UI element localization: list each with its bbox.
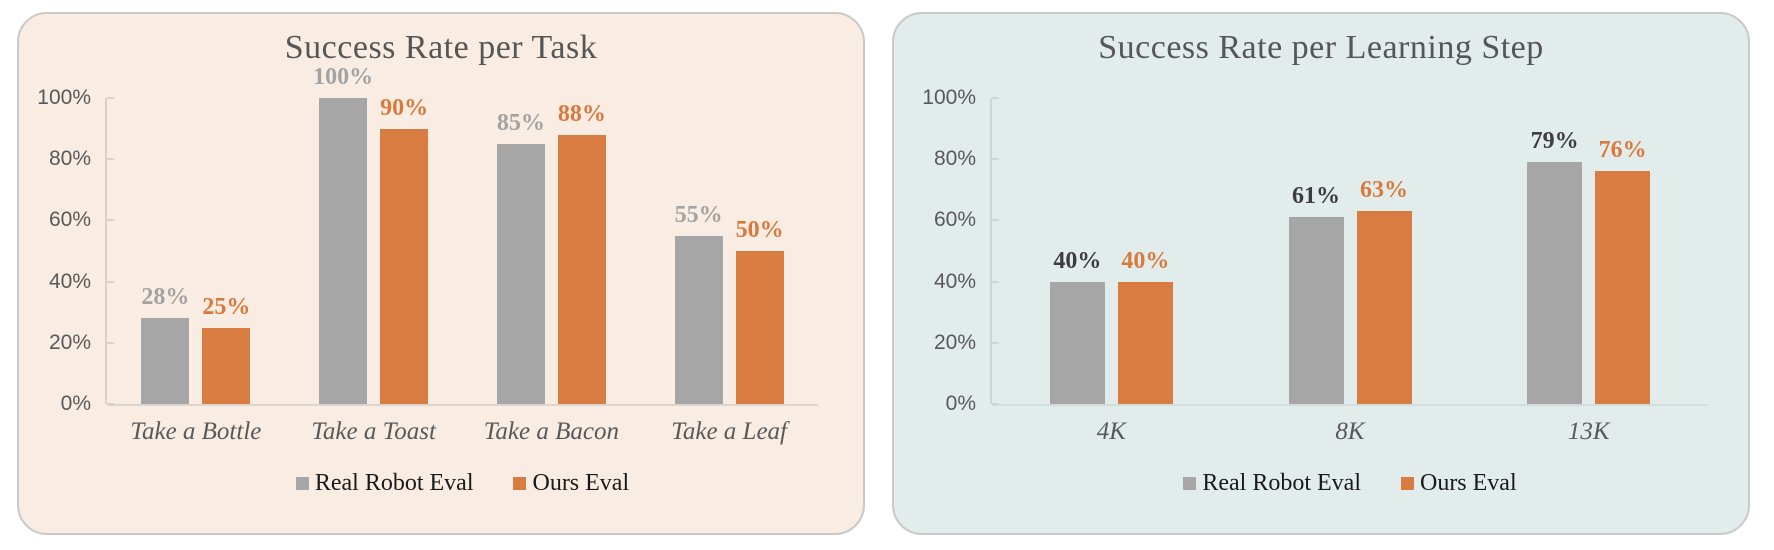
legend-item: Real Robot Eval [295,470,474,497]
category-label: 13K [1567,418,1610,445]
legend: Real Robot Eval Ours Eval [992,470,1708,497]
legend-label: Ours Eval [532,470,630,496]
plot-region: 40% 40% 61% 63% 79% 76% [990,97,1708,406]
y-tick-label: 80% [48,147,91,171]
category-axis: Take a Bottle Take a Toast Take a Bacon Tak… [107,418,818,446]
category-label: Take a Bacon [483,418,619,445]
bar-group: 55% 50% [640,98,818,404]
bar-value-label: 50% [735,217,784,243]
panel-success-rate-per-task: Success Rate per Task 0% 20% 40% 60% 80% 100%… [17,12,865,535]
chart-plot-area: 0% 20% 40% 60% 80% 100% 28% 25% 100% 90% 85% 88% 55%… [19,64,863,415]
bar-group: 79% 76% [1469,98,1708,404]
bar-value-label: 90% [380,94,429,121]
y-axis: 0% 20% 40% 60% 80% 100% [19,86,105,415]
y-tick-mark [107,219,114,222]
legend-item: Ours Eval [1400,470,1517,497]
y-tick-mark [992,403,999,405]
category-label: 4K [1096,418,1126,445]
category-axis: 4K 8K 13K [992,418,1708,446]
legend: Real Robot Eval Ours Eval [107,470,818,497]
bar-value-label: 88% [557,100,606,127]
legend-item: Real Robot Eval [1183,470,1361,497]
bar-value-label: 40% [1053,247,1102,274]
legend-swatch [295,477,309,490]
chart-plot-area: 0% 20% 40% 60% 80% 100% 40% 40% 61% 63% 79% 76% [894,86,1748,415]
bar: 100% [313,64,373,404]
y-tick-label: 20% [933,330,976,354]
bar-value-label: 55% [674,201,723,228]
y-axis: 0% 20% 40% 60% 80% 100% [894,86,990,415]
y-tick-mark [107,403,114,405]
bar: 85% [496,110,545,404]
legend-label: Real Robot Eval [314,470,474,496]
y-tick-label: 40% [48,269,91,293]
legend-swatch [1400,477,1414,490]
bar: 40% [1117,248,1173,404]
y-tick-label: 40% [933,269,976,293]
bar-value-label: 25% [202,293,251,320]
y-tick-mark [107,280,114,283]
bar-group: 28% 25% [107,98,285,404]
bar-value-label: 85% [496,109,545,136]
y-tick-label: 0% [60,392,91,415]
plot-region: 28% 25% 100% 90% 85% 88% 55% 50% [105,64,818,406]
bar-group: 100% 90% [285,64,463,404]
y-tick-label: 100% [37,86,91,109]
legend-swatch [513,477,527,490]
legend-item: Ours Eval [513,470,629,497]
bar: 76% [1595,137,1651,404]
chart-title: Success Rate per Task [284,29,598,66]
bar-value-label: 79% [1530,128,1579,155]
bar-chart-per-learning-step: 0% 20% 40% 60% 80% 100% 40% 40% 61% 63% 79% 76% 4K 8K… [894,86,1748,497]
axis-baseline [107,404,818,406]
bar-chart-per-task: 0% 20% 40% 60% 80% 100% 28% 25% 100% 90% 85% 88% 55%… [19,64,863,497]
y-tick-mark [107,158,114,161]
bar: 88% [557,101,606,404]
y-tick-mark [992,219,999,222]
bar: 25% [202,294,251,404]
y-tick-label: 100% [922,86,976,109]
y-tick-label: 0% [945,392,976,415]
y-tick-mark [992,97,999,99]
bar: 79% [1527,128,1583,404]
bar-value-label: 76% [1598,137,1647,164]
bar-value-label: 40% [1121,247,1170,274]
bar: 61% [1288,183,1344,404]
bar-group: 61% 63% [1231,98,1470,404]
legend-label: Real Robot Eval [1202,470,1361,496]
bar-value-label: 61% [1292,183,1340,210]
bar-value-label: 63% [1360,177,1408,204]
bar-value-label: 100% [313,64,374,90]
category-label: Take a Toast [311,418,436,445]
category-label: Take a Leaf [671,418,787,445]
y-tick-label: 60% [48,208,91,232]
chart-title: Success Rate per Learning Step [1098,29,1544,66]
legend-label: Ours Eval [1419,470,1517,496]
axis-baseline [992,404,1708,406]
bar-group: 40% 40% [992,98,1231,404]
bar-value-label: 28% [141,284,190,311]
bar: 55% [674,202,723,404]
y-tick-mark [107,341,114,344]
category-label: 8K [1335,418,1365,445]
y-tick-label: 80% [933,147,976,171]
bar: 28% [141,284,190,404]
y-tick-label: 60% [933,208,976,232]
bar-group: 85% 88% [463,98,641,404]
panel-success-rate-per-learning-step: Success Rate per Learning Step 0% 20% 40% 6… [892,12,1750,535]
bar: 50% [735,217,784,404]
y-tick-label: 20% [48,330,91,354]
y-tick-mark [992,280,999,283]
bar: 90% [380,95,429,404]
y-tick-mark [992,158,999,161]
category-label: Take a Bottle [130,418,262,445]
y-tick-mark [107,97,114,99]
bar: 63% [1356,177,1412,404]
bar: 40% [1049,248,1105,404]
legend-swatch [1183,477,1197,490]
y-tick-mark [992,341,999,344]
